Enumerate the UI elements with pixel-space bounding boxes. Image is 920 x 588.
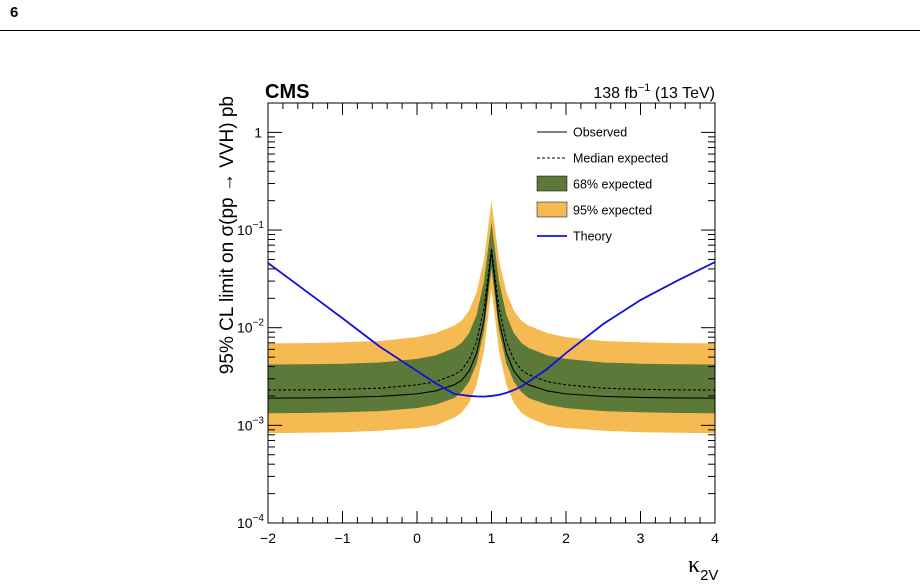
x-tick-label: −2 [260, 530, 276, 546]
y-tick-label: 10−3 [237, 415, 264, 433]
y-tick-labels: 10−4 10−3 10−2 10−1 1 [237, 124, 264, 531]
legend-label-theory: Theory [573, 230, 613, 244]
x-tick-label: −1 [335, 530, 351, 546]
y-tick-label: 1 [254, 124, 262, 140]
x-tick-label: 2 [562, 530, 570, 546]
legend-label-median-expected: Median expected [573, 152, 668, 166]
bands-layer [268, 200, 715, 434]
ticks-layer [267, 102, 716, 524]
legend-swatch-68-expected [536, 175, 568, 192]
header-rule [0, 30, 920, 31]
legend-label-68-expected: 68% expected [573, 178, 652, 192]
x-tick-label: 0 [413, 530, 421, 546]
x-axis-title: κ2V [688, 552, 718, 584]
y-axis-title: 95% CL limit on σ(pp → VVH) pb [217, 96, 238, 374]
x-tick-labels: −2 −1 0 1 2 3 4 [260, 530, 719, 546]
band-68-expected [268, 222, 715, 414]
y-tick-label: 10−1 [237, 220, 264, 238]
page-number: 6 [10, 4, 19, 21]
x-tick-label: 4 [711, 530, 719, 546]
legend: Observed Median expected 68% expected 95% e… [536, 126, 668, 244]
x-tick-label: 3 [637, 530, 645, 546]
series-theory [267, 261, 716, 398]
legend-label-observed: Observed [573, 126, 627, 140]
y-tick-label: 10−4 [237, 513, 264, 531]
series-median-expected [267, 248, 716, 391]
legend-swatch-95-expected [536, 201, 568, 218]
legend-label-95-expected: 95% expected [573, 204, 652, 218]
luminosity-label: 138 fb−1 (13 TeV) [593, 82, 715, 102]
lines-layer [267, 248, 716, 399]
x-tick-label: 1 [488, 530, 496, 546]
y-tick-label: 10−2 [237, 318, 264, 336]
experiment-label: CMS [265, 81, 309, 103]
